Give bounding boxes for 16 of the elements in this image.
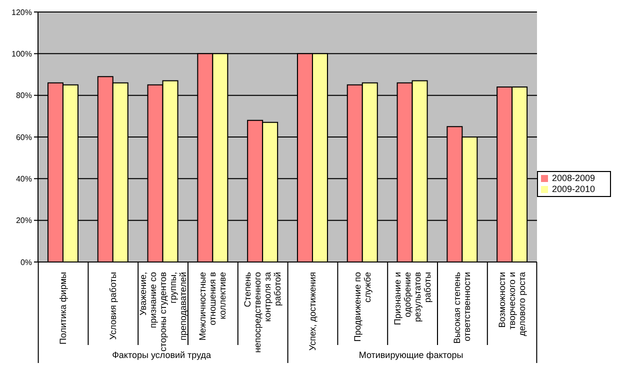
x-tick-label: Условия работы	[108, 272, 118, 340]
x-tick-label: Успех, достижения	[307, 272, 318, 351]
y-tick-label: 20%	[16, 216, 32, 226]
y-tick-label: 120%	[12, 8, 32, 17]
y-tick-label: 0%	[20, 258, 32, 267]
text: Факторы условий труда	[112, 350, 212, 360]
legend-label: 2009-2010	[552, 184, 596, 194]
x-tick-label: Политика фирмы	[58, 272, 68, 344]
y-tick-label: 80%	[16, 91, 32, 100]
legend-label: 2008-2009	[552, 172, 596, 182]
x-tick-label: Уважение, признание со стороны студентов группы, преподавателей	[138, 272, 188, 352]
x-tick-label: Продвижение по службе	[352, 272, 372, 342]
y-tick-label: 60%	[16, 132, 32, 142]
y-tick-label: 40%	[16, 174, 32, 184]
y-tick-label: 100%	[12, 50, 32, 59]
text: Мотивирующие факторы	[358, 350, 464, 360]
